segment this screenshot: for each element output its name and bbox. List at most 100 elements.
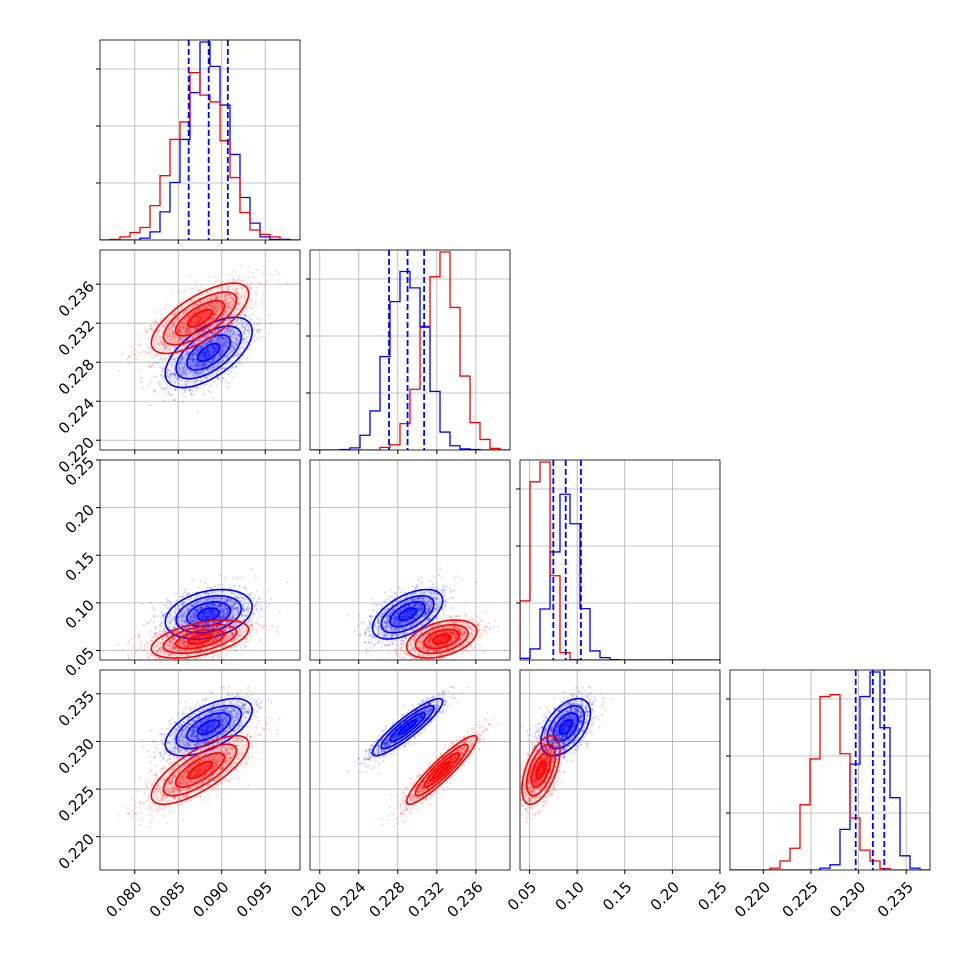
point-1-0-1-539 xyxy=(190,313,193,316)
point-1-0-0-816 xyxy=(236,343,239,346)
point-1-0-1-166 xyxy=(195,316,198,319)
point-1-0-1-33 xyxy=(155,338,158,341)
point-2-0-0-173 xyxy=(232,592,235,595)
point-1-0-1-1269 xyxy=(194,327,197,331)
point-2-0-0-5 xyxy=(201,611,204,614)
point-1-0-1-730 xyxy=(200,312,203,315)
point-1-0-0-840 xyxy=(219,352,223,356)
point-1-0-1-251 xyxy=(215,295,219,298)
point-1-0-1-231 xyxy=(194,315,197,319)
point-1-0-1-1065 xyxy=(190,320,193,323)
point-1-0-1-833 xyxy=(121,352,124,355)
point-1-0-0-694 xyxy=(181,355,184,359)
point-1-0-1-1398 xyxy=(179,330,182,333)
point-2-0-0-81 xyxy=(214,592,217,596)
point-2-0-0-991 xyxy=(166,600,169,603)
point-1-0-0-238 xyxy=(212,346,215,349)
point-1-0-0-165 xyxy=(190,370,193,373)
point-1-0-1-842 xyxy=(162,341,165,344)
point-1-0-1-1055 xyxy=(198,316,201,319)
point-1-0-1-139 xyxy=(171,325,174,328)
point-1-0-1-13 xyxy=(193,320,196,324)
point-1-0-1-1067 xyxy=(263,284,266,288)
point-1-0-1-361 xyxy=(261,302,264,305)
point-2-0-0-381 xyxy=(156,635,160,638)
point-1-0-1-1124 xyxy=(187,317,190,321)
point-1-0-0-357 xyxy=(231,333,234,336)
point-1-0-0-1117 xyxy=(181,393,184,396)
point-1-0-1-1078 xyxy=(168,327,171,330)
point-1-0-0-1062 xyxy=(240,346,243,349)
point-2-0-0-122 xyxy=(169,605,172,608)
point-1-0-0-441 xyxy=(166,371,169,375)
point-1-0-1-1482 xyxy=(199,284,202,287)
point-1-0-0-943 xyxy=(202,350,205,353)
point-1-0-1-260 xyxy=(156,333,160,337)
point-1-0-0-183 xyxy=(210,331,213,335)
point-1-0-0-737 xyxy=(154,375,158,378)
point-2-0-0-1290 xyxy=(232,577,235,580)
point-1-0-0-1492 xyxy=(227,353,230,356)
point-1-0-0-145 xyxy=(221,359,224,362)
point-1-0-0-1240 xyxy=(203,352,206,355)
point-2-0-1-84 xyxy=(139,647,142,650)
point-1-0-0-496 xyxy=(227,341,230,344)
point-1-0-1-285 xyxy=(225,294,228,297)
point-2-0-0-507 xyxy=(195,628,198,631)
point-2-0-0-238 xyxy=(212,614,215,617)
point-1-0-1-931 xyxy=(163,358,166,362)
point-1-0-1-1372 xyxy=(174,319,177,323)
point-1-0-0-1176 xyxy=(227,320,230,323)
point-1-0-1-1393 xyxy=(167,335,170,339)
point-1-0-1-1485 xyxy=(213,294,217,297)
point-1-0-1-444 xyxy=(157,329,160,332)
point-1-0-0-1584 xyxy=(237,347,241,350)
point-1-0-0-570 xyxy=(216,364,219,367)
point-1-0-1-1278 xyxy=(216,301,219,305)
point-1-0-0-46 xyxy=(202,361,206,365)
point-1-0-0-179 xyxy=(226,342,229,345)
point-1-0-1-497 xyxy=(214,305,217,308)
point-2-0-0-552 xyxy=(183,616,186,619)
point-1-0-1-1136 xyxy=(241,280,244,283)
point-1-0-1-846 xyxy=(176,336,179,339)
point-1-0-1-1219 xyxy=(198,307,201,310)
point-1-0-1-441 xyxy=(164,346,168,349)
point-1-0-1-1540 xyxy=(196,303,199,306)
point-2-0-0-309 xyxy=(193,614,196,617)
point-1-0-0-598 xyxy=(213,380,216,384)
point-1-0-0-1280 xyxy=(220,336,223,339)
point-2-0-0-121 xyxy=(242,614,245,617)
point-2-0-0-560 xyxy=(169,614,173,618)
point-1-0-0-1132 xyxy=(185,375,188,379)
point-1-0-0-221 xyxy=(254,300,257,303)
point-1-0-0-220 xyxy=(240,319,243,322)
point-1-0-1-58 xyxy=(223,310,226,313)
point-1-0-1-1305 xyxy=(224,298,227,302)
point-1-0-0-0 xyxy=(267,332,271,335)
point-2-0-0-223 xyxy=(245,608,248,611)
point-1-0-1-352 xyxy=(142,351,145,354)
point-1-0-0-404 xyxy=(214,347,217,350)
point-1-0-1-258 xyxy=(222,312,225,315)
point-1-0-1-1450 xyxy=(218,308,221,312)
point-1-0-1-839 xyxy=(189,328,192,331)
point-1-0-1-639 xyxy=(174,341,177,344)
point-1-0-0-1214 xyxy=(183,363,187,366)
point-1-0-1-1115 xyxy=(183,311,186,314)
point-1-0-0-1030 xyxy=(231,344,234,347)
point-1-0-1-1122 xyxy=(196,327,199,330)
point-1-0-0-1334 xyxy=(210,351,213,355)
point-1-0-0-984 xyxy=(197,362,200,365)
point-1-0-1-135 xyxy=(212,331,215,334)
point-2-0-0-129 xyxy=(237,576,240,579)
point-1-0-1-929 xyxy=(197,289,200,292)
point-1-0-1-1558 xyxy=(276,269,279,272)
point-1-0-1-966 xyxy=(226,302,230,305)
point-1-0-1-1359 xyxy=(203,323,206,326)
point-1-0-1-100 xyxy=(192,312,195,315)
point-1-0-0-1110 xyxy=(173,373,177,376)
point-1-0-1-1346 xyxy=(215,309,218,313)
point-1-0-1-488 xyxy=(194,322,197,325)
point-1-0-1-149 xyxy=(199,316,202,319)
